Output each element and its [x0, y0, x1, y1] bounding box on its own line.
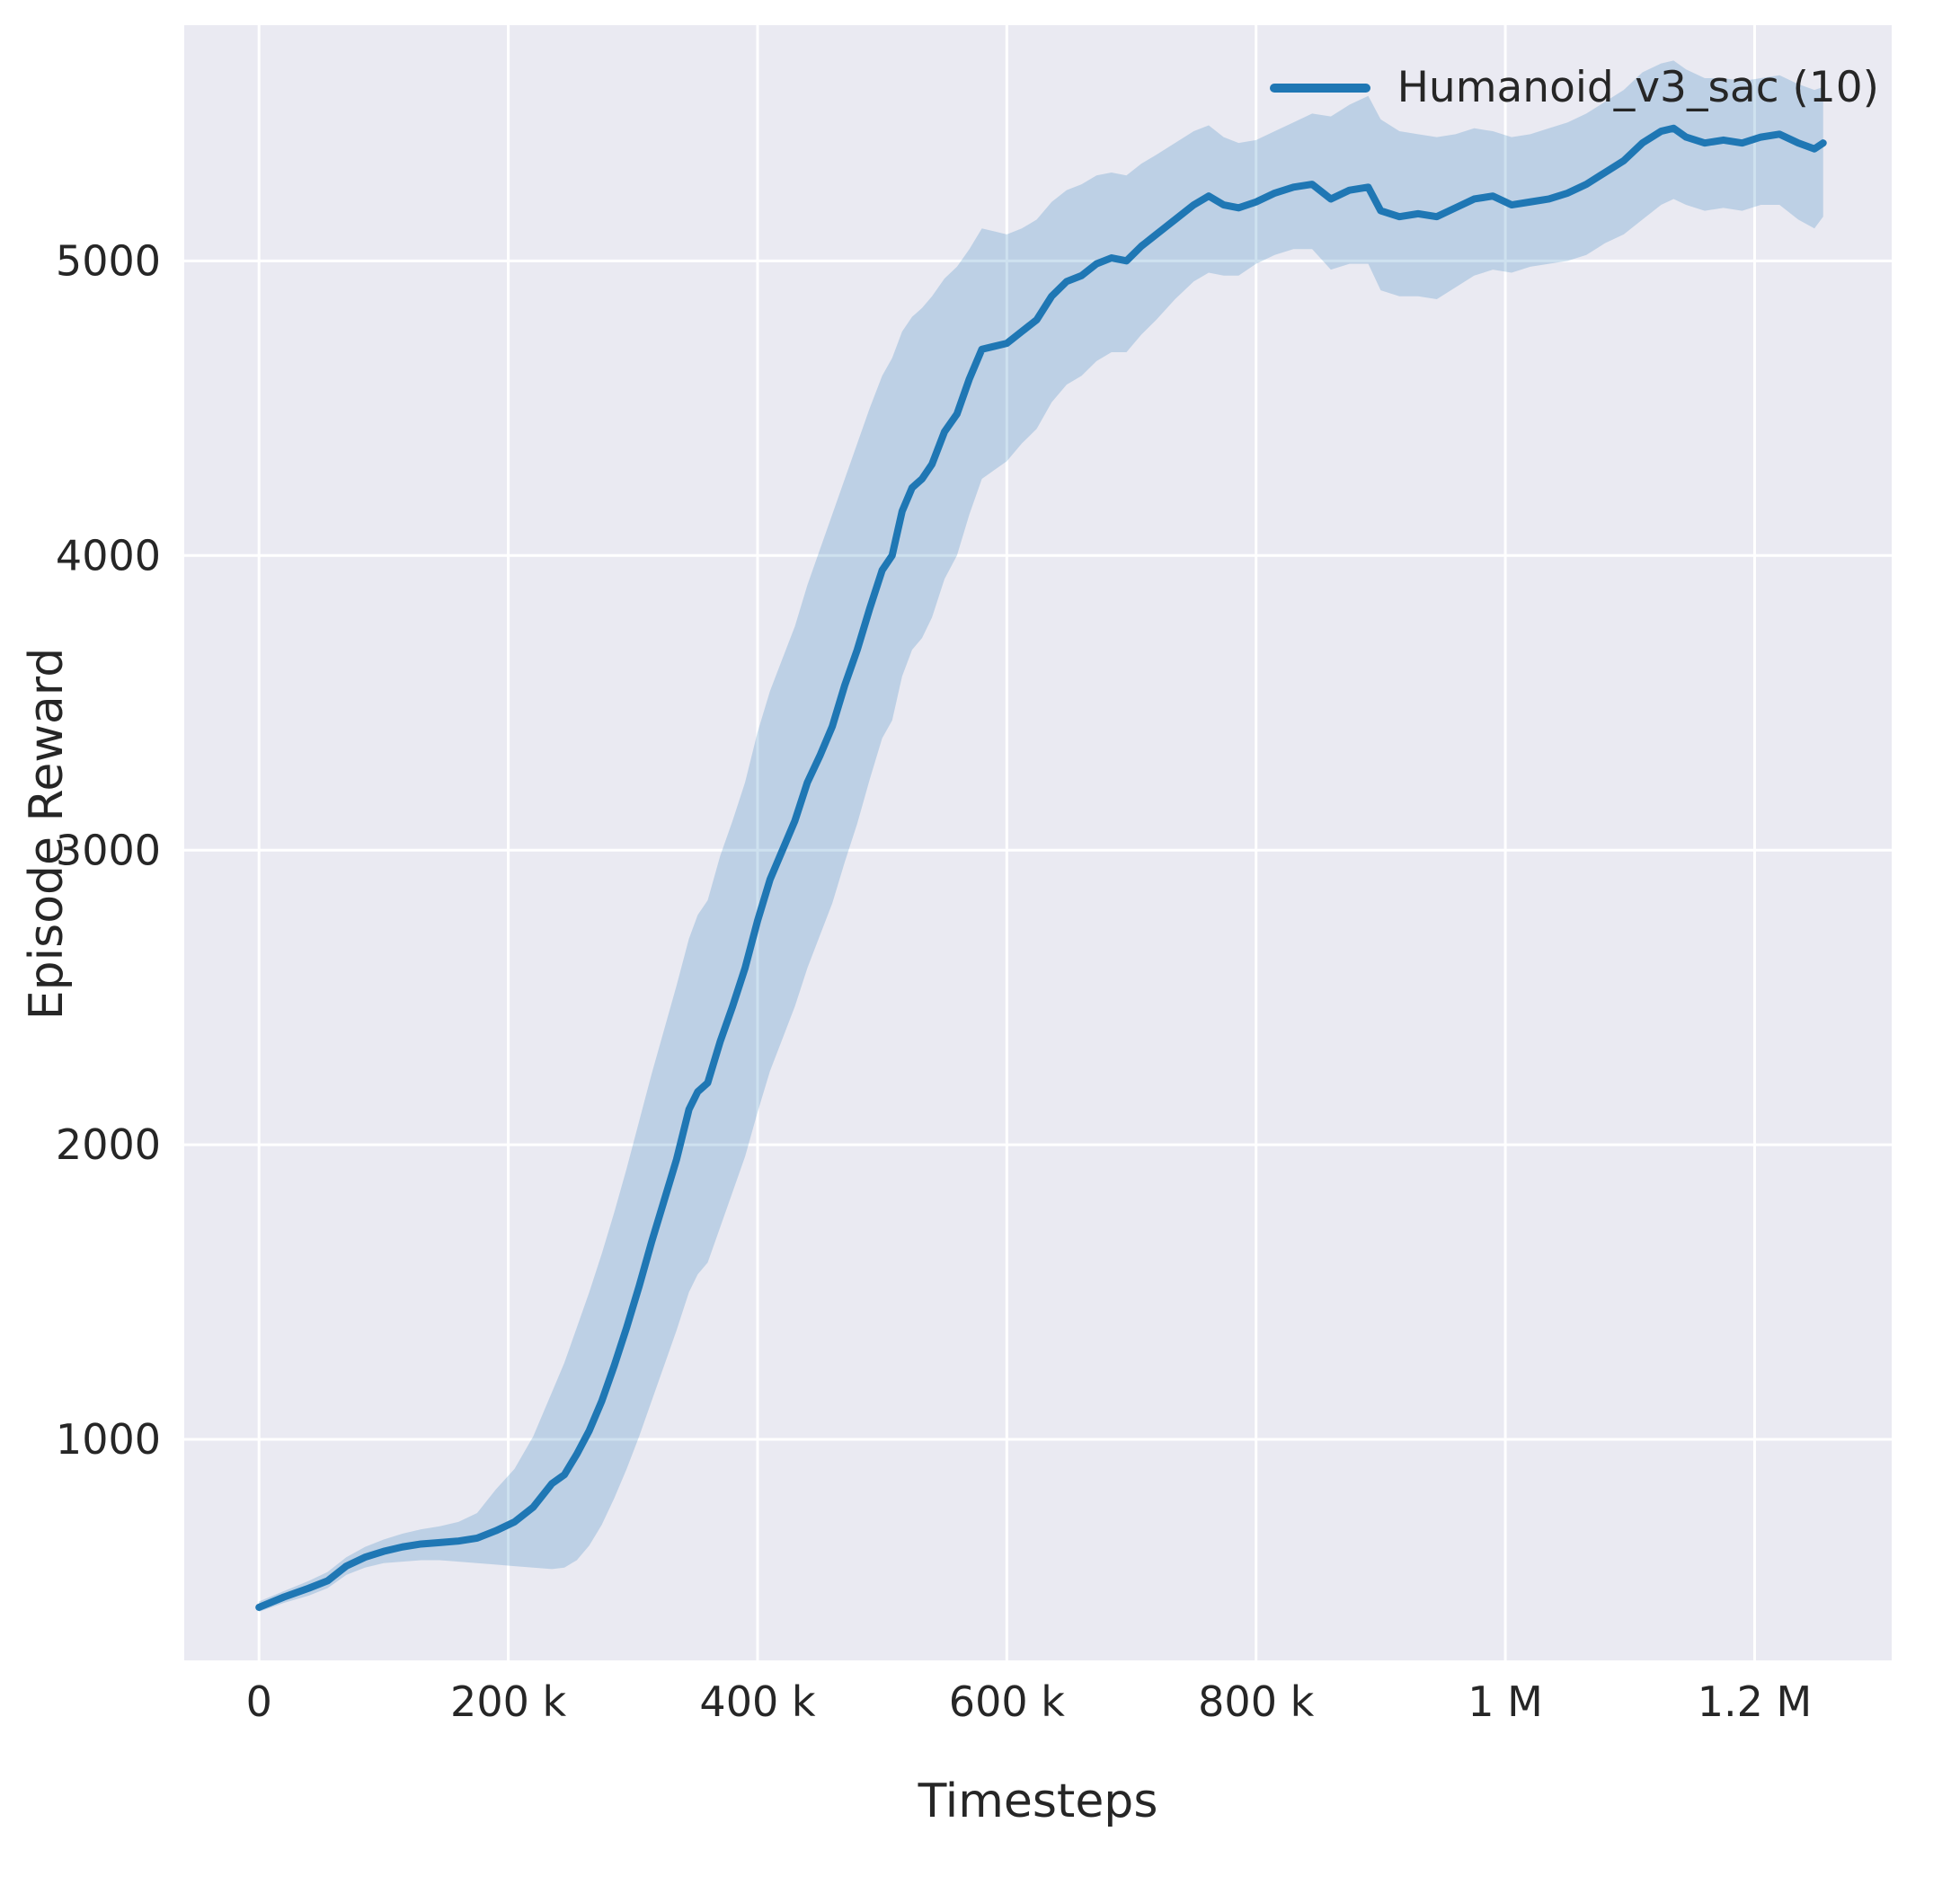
plot-area	[184, 25, 1892, 1660]
y-tick-label: 4000	[56, 531, 161, 580]
legend: Humanoid_v3_sac (10)	[1269, 63, 1879, 112]
mean-line	[255, 124, 1827, 1611]
y-axis-title: Episode Reward	[20, 647, 74, 1021]
y-tick-label: 5000	[56, 236, 161, 285]
x-axis-title: Timesteps	[918, 1774, 1158, 1828]
legend-line-swatch	[1269, 83, 1370, 93]
x-tick-label: 0	[246, 1677, 272, 1726]
legend-label: Humanoid_v3_sac (10)	[1397, 63, 1879, 112]
y-tick-label: 1000	[56, 1415, 161, 1464]
x-tick-label: 600 k	[949, 1677, 1065, 1726]
x-tick-label: 200 k	[450, 1677, 566, 1726]
y-tick-label: 2000	[56, 1120, 161, 1169]
confidence-band	[259, 60, 1823, 1612]
x-tick-label: 1.2 M	[1698, 1677, 1812, 1726]
x-tick-label: 800 k	[1198, 1677, 1314, 1726]
x-tick-label: 400 k	[699, 1677, 815, 1726]
y-tick-label: 3000	[56, 826, 161, 874]
x-tick-label: 1 M	[1468, 1677, 1543, 1726]
